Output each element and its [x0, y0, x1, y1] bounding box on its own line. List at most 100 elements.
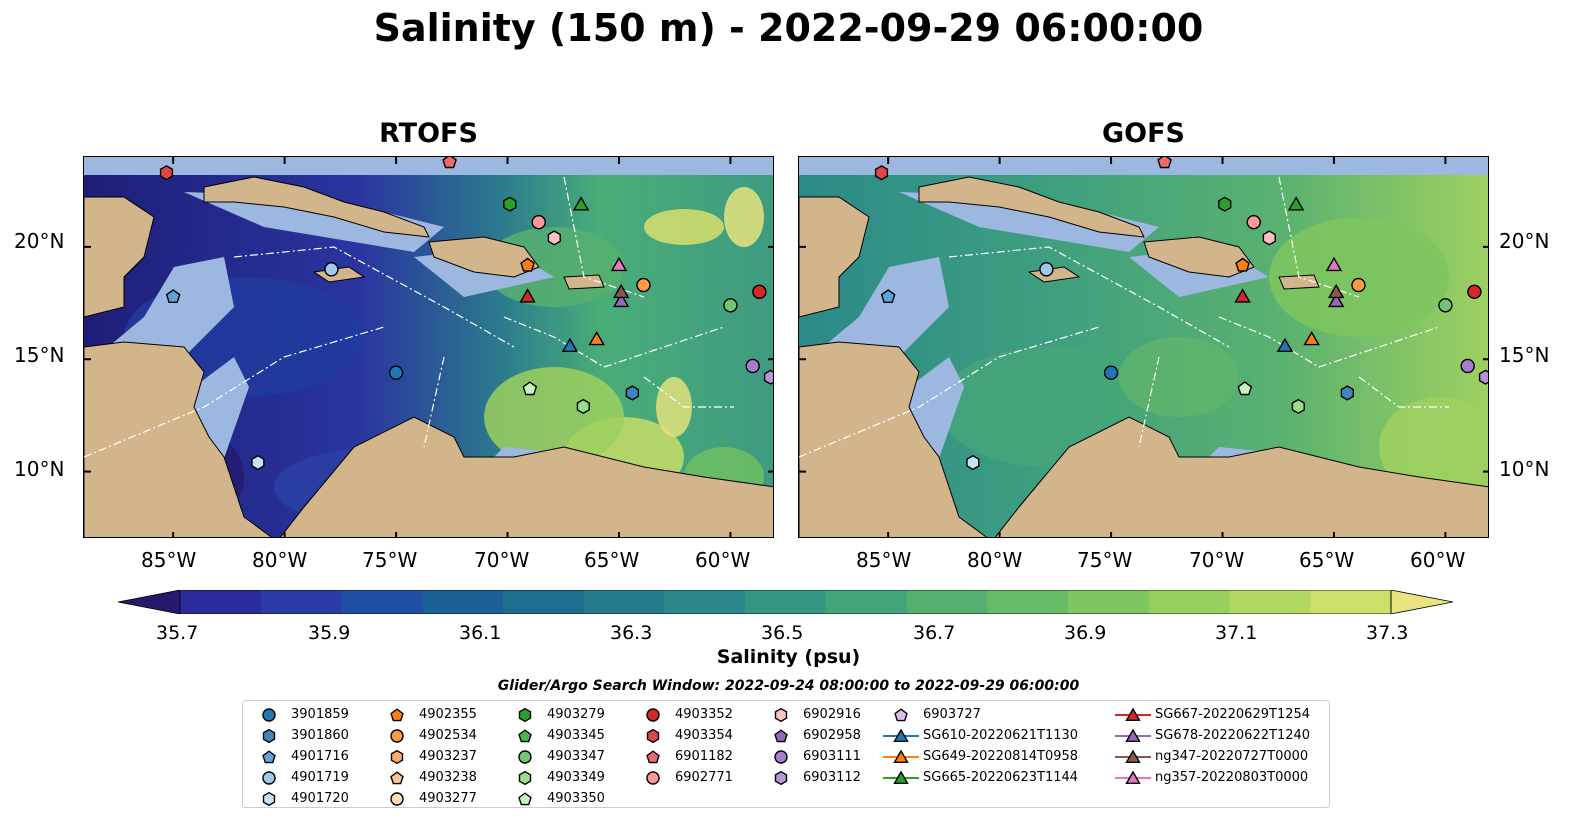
pentagon-marker-icon [390, 771, 404, 785]
rtofs-float-marker [576, 398, 590, 415]
legend-label: 4903349 [547, 770, 605, 785]
legend-label: 4903238 [419, 770, 477, 785]
legend-swatch [390, 792, 404, 806]
triangle-marker-icon [1125, 728, 1141, 743]
legend-swatch [518, 707, 532, 723]
legend-swatch [262, 708, 276, 722]
rtofs-continental-shelf [184, 192, 444, 252]
circle-marker-icon [390, 792, 404, 806]
gofs-salinity-feature [1119, 337, 1239, 417]
gofs-float-marker [1303, 331, 1320, 346]
colorbar-segment [1310, 590, 1392, 614]
rtofs-float-marker [561, 337, 579, 353]
gofs-float-marker [1325, 256, 1343, 272]
gofs-land-south-america [994, 416, 1488, 537]
legend-label: 4903350 [547, 791, 605, 806]
gofs-float-marker [880, 289, 896, 304]
rtofs-land-cuba [203, 176, 430, 238]
legend-label: 6902771 [675, 770, 733, 785]
colorbar-segment [1229, 590, 1311, 614]
legend-swatch [646, 708, 660, 722]
pentagon-marker-icon [518, 729, 532, 743]
hexagon-marker-icon [518, 770, 532, 786]
gofs-float-marker [1157, 157, 1172, 169]
panel-title-rtofs: RTOFS [379, 118, 478, 149]
colorbar-tick: 35.7 [156, 622, 199, 644]
pentagon-marker-icon [518, 792, 532, 806]
lon-label-65w-gofs: 65°W [1299, 548, 1355, 572]
gofs-float-marker [1467, 284, 1482, 300]
rtofs-float-marker [610, 256, 628, 272]
circle-marker-icon [646, 771, 660, 785]
lon-label-80w-rtofs: 80°W [252, 548, 308, 572]
rtofs-salinity-feature [644, 209, 724, 245]
colorbar-segment [1068, 590, 1150, 614]
lat-label-10n-left: 10°N [14, 457, 65, 481]
rtofs-eez-boundary [643, 376, 734, 408]
rtofs-float-marker [723, 298, 738, 313]
rtofs-float-marker [251, 454, 265, 471]
legend-label: 4902534 [419, 728, 477, 743]
rtofs-eez-boundary [84, 326, 385, 458]
rtofs-float-marker [503, 196, 517, 212]
gofs-float-marker [1340, 385, 1354, 401]
gofs-float-marker [1327, 283, 1345, 299]
legend-swatch [262, 728, 276, 744]
search-window-title: Glider/Argo Search Window: 2022-09-24 08… [497, 678, 1080, 694]
legend-swatch [390, 708, 404, 722]
legend-label: 6901182 [675, 749, 733, 764]
panel-title-gofs: GOFS [1101, 118, 1185, 149]
colorbar-extend-high [1390, 589, 1454, 615]
legend-label: 4903237 [419, 749, 477, 764]
gofs-land-puerto-rico [1278, 274, 1320, 290]
legend-label: SG665-20220623T1144 [923, 770, 1079, 785]
lon-label-75w-rtofs: 75°W [362, 548, 418, 572]
gofs-map [798, 156, 1489, 538]
legend-swatch [1115, 770, 1151, 785]
triangle-marker-icon [893, 728, 909, 743]
gofs-continental-shelf [899, 192, 1159, 252]
gofs-float-marker [1351, 277, 1366, 293]
hexagon-marker-icon [262, 728, 276, 744]
rtofs-salinity-feature [656, 377, 692, 437]
lat-label-20n-right: 20°N [1499, 229, 1550, 253]
rtofs-map-canvas [84, 157, 773, 537]
legend-label: SG678-20220622T1240 [1155, 728, 1311, 743]
rtofs-float-marker [612, 283, 630, 299]
hexagon-marker-icon [774, 707, 788, 723]
lon-label-60w-rtofs: 60°W [695, 548, 751, 572]
rtofs-float-marker [763, 369, 773, 385]
legend-swatch [262, 771, 276, 785]
rtofs-float-marker [519, 288, 536, 303]
rtofs-float-marker [752, 284, 767, 300]
circle-marker-icon [262, 771, 276, 785]
legend-label: 4903347 [547, 749, 605, 764]
colorbar-segment [1148, 590, 1231, 614]
legend-label: 4901716 [291, 749, 349, 764]
gofs-float-marker [1478, 369, 1488, 385]
legend-swatch [646, 750, 660, 764]
gofs-float-marker [1438, 298, 1453, 313]
colorbar-segment [745, 590, 827, 614]
gofs-float-marker [1234, 288, 1251, 303]
legend-swatch [390, 749, 404, 765]
rtofs-land-central-america [84, 341, 273, 537]
legend-label: ng347-20220727T0000 [1155, 749, 1309, 764]
legend-swatch [262, 791, 276, 807]
colorbar-segment [260, 590, 342, 614]
lon-label-80w-gofs: 80°W [967, 548, 1023, 572]
triangle-marker-icon [1125, 707, 1141, 722]
legend-swatch [774, 750, 788, 764]
lat-label-10n-right: 10°N [1499, 457, 1550, 481]
legend-swatch [518, 792, 532, 806]
legend-label: 6902916 [803, 707, 861, 722]
circle-marker-icon [774, 750, 788, 764]
lon-label-75w-gofs: 75°W [1077, 548, 1133, 572]
colorbar-tick: 37.3 [1366, 622, 1409, 644]
colorbar-segment [987, 590, 1069, 614]
rtofs-float-marker [324, 262, 339, 277]
gofs-continental-shelf [799, 157, 1488, 175]
legend-label: 4903279 [547, 707, 605, 722]
legend-swatch [1115, 749, 1151, 764]
gofs-eez-boundary [1218, 316, 1440, 368]
